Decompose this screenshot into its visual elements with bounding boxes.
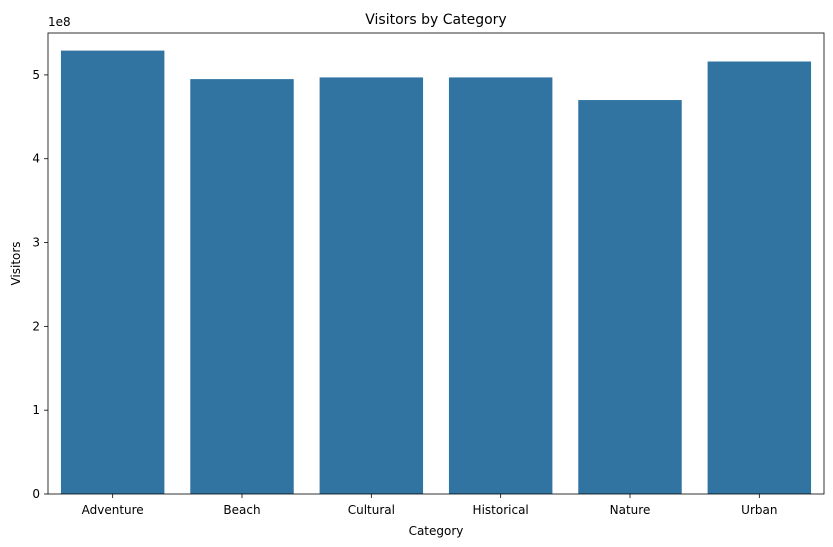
x-tick-label: Cultural [348,503,395,517]
bar-adventure [60,50,165,495]
bar-cultural [319,77,424,494]
y-offset-label: 1e8 [48,15,71,29]
chart-title: Visitors by Category [365,12,506,28]
x-tick-label: Adventure [82,503,144,517]
x-tick-label: Urban [741,503,777,517]
y-tick-label: 3 [32,236,40,250]
plot-frame [47,32,825,495]
bar-urban [707,61,812,495]
x-tick-label: Nature [610,503,651,517]
y-tick-label: 4 [32,152,40,166]
y-tick-label: 0 [32,487,40,501]
bar-beach [190,79,294,494]
bars-layer [60,50,812,495]
axes-layer: Adventure Beach Cultural Historical Nature Ur… [32,32,825,517]
bar-nature [578,100,682,495]
y-tick-label: 1 [32,403,40,417]
x-axis-label: Category [409,524,464,538]
x-tick-label: Historical [473,503,529,517]
bar-historical [448,77,553,494]
x-tick-label: Beach [223,503,260,517]
y-tick-label: 5 [32,68,40,82]
y-axis-label: Visitors [9,241,23,285]
y-tick-label: 2 [32,319,40,333]
